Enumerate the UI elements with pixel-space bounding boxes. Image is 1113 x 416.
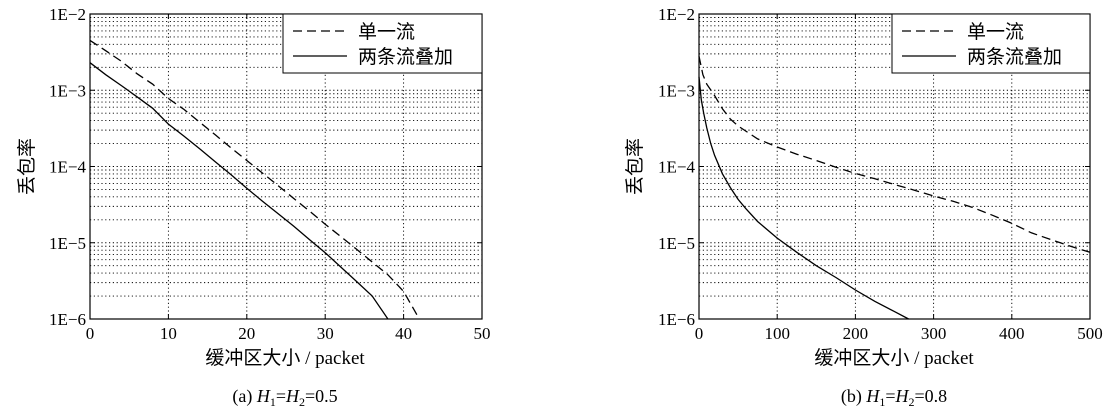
chart-panel-a: 0 10 20 30 40 50 1E−6 1E−5 1E−4 1E−3 1E−2 缓冲区大小 / p… xyxy=(16,5,491,409)
y-tick-label: 1E−5 xyxy=(658,234,695,253)
y-tick-label: 1E−6 xyxy=(658,310,695,329)
legend-box xyxy=(891,13,1091,74)
x-tick-label: 50 xyxy=(474,324,491,343)
y-tick-label: 1E−2 xyxy=(658,5,695,24)
caption-part: =0.8 xyxy=(915,386,948,406)
y-tick-label: 1E−4 xyxy=(49,158,86,177)
series-line-single-flow xyxy=(89,39,420,320)
chart-caption: (b) H1=H2=0.8 xyxy=(841,386,947,409)
chart-panel-b: 0 100 200 300 400 500 1E−6 1E−5 1E−4 1E−3 1E−2 缓冲区大… xyxy=(624,5,1103,409)
chart-caption: (a) H1=H2=0.5 xyxy=(232,386,337,409)
legend-box xyxy=(282,13,483,74)
caption-part: =0.5 xyxy=(305,386,338,406)
x-tick-label: 40 xyxy=(395,324,412,343)
y-axis-label: 丢包率 xyxy=(16,138,38,195)
x-tick-label: 0 xyxy=(86,324,95,343)
x-axis-label: 缓冲区大小 / packet xyxy=(205,347,365,369)
caption-part: H xyxy=(256,386,271,406)
caption-subscript: 2 xyxy=(299,395,305,409)
grid xyxy=(90,14,482,319)
legend-label-two-flows: 两条流叠加 xyxy=(967,46,1062,68)
caption-part: H xyxy=(285,386,300,406)
x-tick-label: 20 xyxy=(238,324,255,343)
y-tick-label: 1E−2 xyxy=(49,5,86,24)
series-line-single-flow xyxy=(698,56,1091,253)
caption-part: (a) xyxy=(232,386,256,407)
y-tick-label: 1E−3 xyxy=(658,81,695,100)
caption-part: = xyxy=(885,386,895,406)
legend-label-single-flow: 单一流 xyxy=(358,21,415,43)
series-line-two-flows xyxy=(89,62,389,320)
series-line-two-flows xyxy=(698,76,909,320)
x-tick-label: 100 xyxy=(764,324,790,343)
legend-label-two-flows: 两条流叠加 xyxy=(358,46,453,68)
caption-part: (b) xyxy=(841,386,867,407)
y-axis-label: 丢包率 xyxy=(624,138,646,195)
x-tick-label: 30 xyxy=(317,324,334,343)
caption-part: H xyxy=(865,386,880,406)
caption-part: = xyxy=(276,386,286,406)
y-tick-label: 1E−4 xyxy=(658,158,695,177)
caption-part: H xyxy=(895,386,910,406)
x-tick-label: 200 xyxy=(843,324,869,343)
y-tick-label: 1E−3 xyxy=(49,81,86,100)
x-tick-label: 400 xyxy=(999,324,1025,343)
legend-label-single-flow: 单一流 xyxy=(967,21,1024,43)
y-tick-label: 1E−5 xyxy=(49,234,86,253)
caption-subscript: 2 xyxy=(909,395,915,409)
caption-subscript: 1 xyxy=(879,395,885,409)
x-axis-label: 缓冲区大小 / packet xyxy=(814,347,974,369)
grid xyxy=(699,14,1090,319)
x-tick-label: 0 xyxy=(695,324,704,343)
caption-subscript: 1 xyxy=(270,395,276,409)
x-tick-label: 10 xyxy=(160,324,177,343)
x-tick-label: 300 xyxy=(921,324,947,343)
x-tick-label: 500 xyxy=(1077,324,1103,343)
y-tick-label: 1E−6 xyxy=(49,310,86,329)
